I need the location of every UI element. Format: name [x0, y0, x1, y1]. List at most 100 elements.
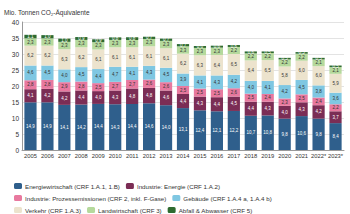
- svg-text:4,0: 4,0: [61, 73, 68, 78]
- svg-text:2,3: 2,3: [197, 49, 204, 54]
- svg-text:2,2: 2,2: [265, 54, 272, 59]
- svg-text:4,3: 4,3: [197, 101, 204, 106]
- svg-text:4,4: 4,4: [180, 99, 187, 104]
- svg-text:2,5: 2,5: [180, 88, 187, 93]
- svg-text:2023*: 2023*: [328, 153, 344, 159]
- svg-text:2,8: 2,8: [27, 82, 34, 87]
- svg-text:2,8: 2,8: [44, 82, 51, 87]
- svg-text:2010: 2010: [109, 153, 122, 159]
- svg-text:2,5: 2,5: [214, 91, 221, 96]
- svg-text:2016: 2016: [210, 153, 223, 159]
- svg-text:4,5: 4,5: [78, 72, 85, 77]
- svg-text:2,2: 2,2: [298, 55, 305, 60]
- svg-text:0,5: 0,5: [315, 56, 322, 61]
- svg-text:2,3: 2,3: [146, 40, 153, 45]
- svg-text:0,6: 0,6: [197, 44, 204, 49]
- svg-text:6,3: 6,3: [61, 57, 68, 62]
- svg-text:0,9: 0,9: [78, 36, 85, 41]
- svg-text:0: 0: [15, 147, 19, 154]
- svg-text:4,5: 4,5: [231, 101, 238, 106]
- svg-text:34,6: 34,6: [92, 29, 104, 35]
- svg-text:2,4: 2,4: [265, 95, 272, 100]
- svg-text:35,2: 35,2: [109, 27, 121, 33]
- svg-text:4,3: 4,3: [146, 70, 153, 75]
- svg-text:35: 35: [12, 35, 20, 42]
- svg-text:2,4: 2,4: [315, 99, 322, 104]
- svg-text:35,9: 35,9: [42, 25, 54, 31]
- svg-text:2,3: 2,3: [214, 49, 221, 54]
- svg-text:6,1: 6,1: [163, 56, 170, 61]
- svg-text:1,0: 1,0: [44, 34, 51, 39]
- svg-text:2,2: 2,2: [248, 54, 255, 59]
- svg-text:2,3: 2,3: [163, 42, 170, 47]
- svg-text:6,4: 6,4: [248, 68, 255, 73]
- svg-text:2015: 2015: [193, 153, 206, 159]
- svg-text:4,1: 4,1: [129, 71, 136, 76]
- svg-text:6,2: 6,2: [27, 53, 34, 58]
- svg-text:4,1: 4,1: [265, 85, 272, 90]
- svg-text:6,1: 6,1: [146, 54, 153, 59]
- svg-text:2006: 2006: [41, 153, 54, 159]
- svg-text:Industrie: Prozessemissionen (: Industrie: Prozessemissionen (CRF 2, ink…: [25, 195, 166, 202]
- svg-text:0,8: 0,8: [129, 36, 136, 41]
- svg-text:2,8: 2,8: [78, 84, 85, 89]
- svg-text:12,4: 12,4: [196, 128, 205, 133]
- svg-text:14,0: 14,0: [162, 125, 171, 130]
- svg-text:33,1: 33,1: [177, 34, 189, 40]
- svg-text:28,8: 28,8: [313, 48, 325, 54]
- svg-text:34,8: 34,8: [160, 29, 172, 35]
- svg-text:4,3: 4,3: [265, 106, 272, 111]
- svg-text:2,6: 2,6: [163, 84, 170, 89]
- svg-text:0,8: 0,8: [112, 36, 119, 41]
- svg-text:15: 15: [12, 99, 20, 106]
- svg-text:30,8: 30,8: [262, 41, 274, 47]
- svg-text:0,5: 0,5: [332, 64, 339, 69]
- svg-text:Abfall & Abwasser (CRF 5): Abfall & Abwasser (CRF 5): [179, 207, 253, 214]
- svg-text:4,5: 4,5: [44, 70, 51, 75]
- svg-text:4,6: 4,6: [163, 95, 170, 100]
- svg-text:6,5: 6,5: [231, 62, 238, 67]
- svg-text:5,8: 5,8: [282, 73, 289, 78]
- svg-text:4,8: 4,8: [129, 94, 136, 99]
- svg-text:6,3: 6,3: [197, 63, 204, 68]
- svg-text:4,2: 4,2: [44, 93, 51, 98]
- svg-text:32,8: 32,8: [228, 35, 240, 41]
- svg-text:10: 10: [12, 115, 20, 122]
- svg-text:4,2: 4,2: [231, 79, 238, 84]
- svg-text:2013: 2013: [160, 153, 173, 159]
- svg-text:2,3: 2,3: [282, 100, 289, 105]
- svg-text:4,5: 4,5: [298, 85, 305, 90]
- svg-text:4,4: 4,4: [78, 95, 85, 100]
- svg-text:2022*: 2022*: [311, 153, 327, 159]
- svg-text:4,3: 4,3: [214, 80, 221, 85]
- svg-text:2,9: 2,9: [61, 84, 68, 89]
- svg-text:14,2: 14,2: [77, 125, 86, 130]
- svg-text:6,1: 6,1: [129, 55, 136, 60]
- svg-text:4,6: 4,6: [27, 70, 34, 75]
- svg-text:6,0: 6,0: [315, 73, 322, 78]
- svg-text:4,0: 4,0: [282, 110, 289, 115]
- svg-text:2,5: 2,5: [298, 96, 305, 101]
- svg-text:14,9: 14,9: [43, 124, 52, 129]
- svg-text:2012: 2012: [143, 153, 156, 159]
- svg-text:25: 25: [12, 67, 20, 74]
- svg-text:10,8: 10,8: [263, 130, 272, 135]
- svg-text:32,5: 32,5: [194, 36, 206, 42]
- svg-text:2,7: 2,7: [129, 82, 136, 87]
- svg-text:14,1: 14,1: [60, 125, 69, 130]
- svg-text:35,3: 35,3: [75, 27, 87, 33]
- svg-text:2020: 2020: [278, 153, 291, 159]
- svg-text:2,6: 2,6: [231, 90, 238, 95]
- svg-text:2009: 2009: [92, 153, 105, 159]
- svg-text:0,5: 0,5: [265, 50, 272, 55]
- svg-text:2,5: 2,5: [95, 85, 102, 90]
- svg-text:4,2: 4,2: [61, 96, 68, 101]
- svg-text:0,5: 0,5: [298, 50, 305, 55]
- svg-text:2,2: 2,2: [282, 60, 289, 65]
- svg-text:14,4: 14,4: [128, 124, 137, 129]
- svg-text:6,2: 6,2: [180, 61, 187, 66]
- svg-text:10,6: 10,6: [297, 131, 306, 136]
- svg-text:30,8: 30,8: [245, 41, 257, 47]
- svg-text:0,5: 0,5: [282, 56, 289, 61]
- svg-text:14,3: 14,3: [111, 125, 120, 130]
